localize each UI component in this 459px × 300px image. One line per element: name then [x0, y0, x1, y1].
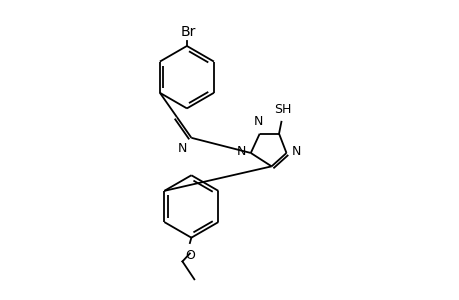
Text: Br: Br	[180, 25, 196, 38]
Text: SH: SH	[274, 103, 291, 116]
Text: N: N	[178, 142, 187, 155]
Text: N: N	[291, 145, 300, 158]
Text: O: O	[185, 249, 195, 262]
Text: N: N	[236, 145, 245, 158]
Text: N: N	[253, 115, 263, 128]
